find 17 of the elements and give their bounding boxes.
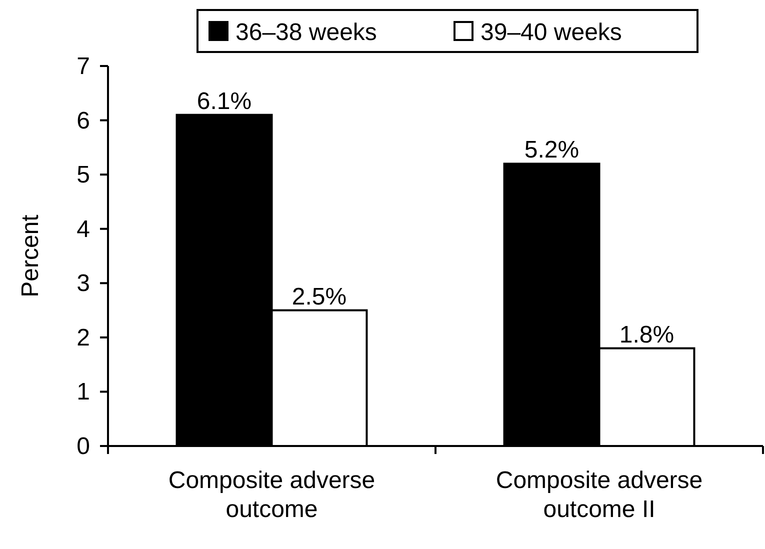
y-tick-label: 3 <box>76 270 90 298</box>
y-tick-label: 4 <box>76 216 90 243</box>
y-tick-label: 0 <box>76 433 90 460</box>
data-label: 5.2% <box>524 136 580 164</box>
y-tick-label: 6 <box>76 107 90 134</box>
legend-label: 36–38 weeks <box>236 19 377 46</box>
y-tick-label: 1 <box>76 378 90 406</box>
data-label: 6.1% <box>196 88 252 115</box>
data-label: 2.5% <box>292 283 347 310</box>
x-tick-label: Composite adverse outcome <box>168 467 376 523</box>
legend-label: 39–40 weeks <box>480 19 622 46</box>
y-tick-label: 7 <box>76 53 90 80</box>
y-axis-title: Percent <box>17 214 44 298</box>
data-label: 1.8% <box>619 321 674 348</box>
x-tick-label: Composite adverse outcome II <box>496 467 703 523</box>
y-tick-label: 2 <box>76 324 90 352</box>
y-tick-label: 5 <box>76 162 90 189</box>
